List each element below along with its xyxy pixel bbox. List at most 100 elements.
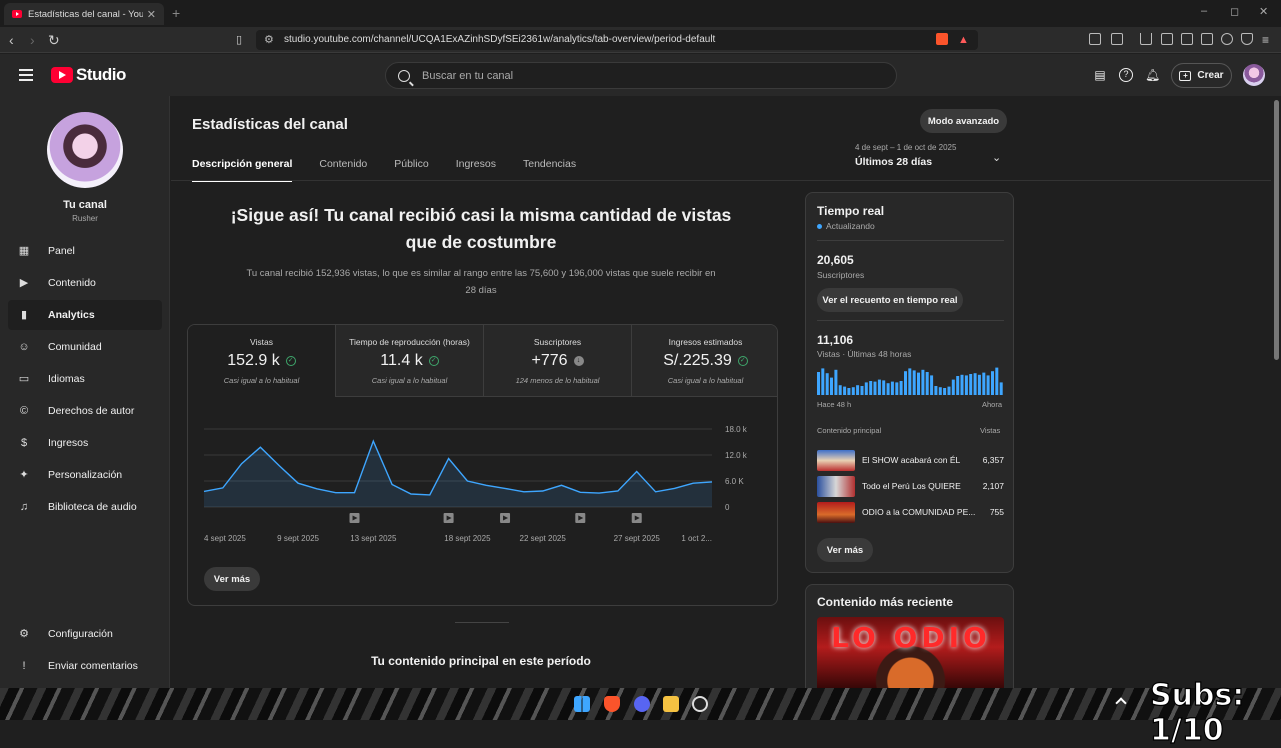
realtime-bar[interactable]	[977, 374, 981, 395]
realtime-bar[interactable]	[869, 381, 873, 395]
realtime-bar[interactable]	[969, 374, 973, 395]
top-content-row[interactable]: Todo el Perú Los QUIERE 2,107	[817, 475, 1004, 497]
metric-subscribers[interactable]: Suscriptores +776 ↓ 124 menos de lo habit…	[484, 325, 632, 397]
realtime-see-more-button[interactable]: Ver más	[817, 538, 873, 562]
bookmark-icon[interactable]: ▯	[236, 34, 243, 46]
browser-tab[interactable]: Estadísticas del canal - YouTube ✕	[4, 3, 164, 25]
realtime-bar[interactable]	[930, 375, 934, 395]
file-explorer-icon[interactable]	[663, 696, 679, 712]
reload-icon[interactable]: ↻	[48, 32, 60, 48]
media-icon[interactable]	[1161, 33, 1173, 45]
chart-series-line[interactable]	[203, 439, 713, 496]
realtime-bar[interactable]	[860, 386, 864, 395]
realtime-bar[interactable]	[882, 380, 886, 395]
sidebar-item-idiomas[interactable]: ▭ Idiomas	[8, 364, 162, 394]
menu-icon[interactable]: ≡	[1262, 33, 1270, 47]
realtime-bar[interactable]	[956, 376, 960, 395]
realtime-bar[interactable]	[917, 372, 920, 395]
realtime-bar[interactable]	[834, 369, 838, 395]
tab-descripcion-general[interactable]: Descripción general	[192, 158, 293, 182]
sidebar-item-personalizacion[interactable]: ✦ Personalización	[8, 460, 162, 490]
sidebar-item-configuracion[interactable]: ⚙ Configuración	[8, 619, 162, 649]
realtime-bar[interactable]	[864, 382, 868, 395]
metric-watch-time[interactable]: Tiempo de reproducción (horas) 11.4 k ✓ C…	[336, 325, 484, 397]
realtime-bar[interactable]	[895, 382, 899, 395]
realtime-bar[interactable]	[943, 388, 947, 395]
realtime-bar[interactable]	[912, 370, 916, 395]
tab-publico[interactable]: Público	[394, 158, 429, 170]
brave-browser-icon[interactable]	[604, 696, 620, 712]
top-content-row[interactable]: El SHOW acabará con ÉL 6,357	[817, 449, 1004, 471]
ai-icon[interactable]	[1221, 33, 1233, 45]
realtime-bar[interactable]	[843, 386, 847, 395]
realtime-bar[interactable]	[986, 375, 990, 395]
site-info-icon[interactable]: ⚙	[264, 34, 274, 46]
realtime-bar[interactable]	[908, 368, 912, 395]
realtime-bar[interactable]	[838, 385, 842, 395]
realtime-bar[interactable]	[973, 373, 977, 395]
period-selector[interactable]: 4 de sept – 1 de oct de 2025 Últimos 28 …	[855, 143, 1001, 168]
sidebar-item-derechos[interactable]: © Derechos de autor	[8, 396, 162, 426]
realtime-bar[interactable]	[904, 371, 907, 395]
realtime-bar[interactable]	[899, 381, 903, 395]
notifications-icon[interactable]: 🔔︎	[1145, 68, 1161, 82]
studio-logo[interactable]: Studio	[51, 65, 126, 85]
sidebar-item-audio[interactable]: ♫ Biblioteca de audio	[8, 492, 162, 522]
forward-icon[interactable]: ›	[30, 32, 35, 48]
top-content-row[interactable]: ODIO a la COMUNIDAD PE... 755	[817, 501, 1004, 523]
sidebar-item-analytics[interactable]: ▮ Analytics	[8, 300, 162, 330]
help-icon[interactable]: ?	[1119, 68, 1133, 82]
minimize-icon[interactable]: –	[1201, 5, 1208, 17]
realtime-bar[interactable]	[947, 386, 951, 395]
account-avatar[interactable]	[1243, 64, 1265, 86]
extensions-icon[interactable]	[1089, 33, 1101, 45]
tab-tendencias[interactable]: Tendencias	[522, 158, 577, 170]
realtime-bar[interactable]	[991, 371, 994, 395]
vpn-icon[interactable]	[1241, 33, 1253, 45]
url-field[interactable]: ⚙ studio.youtube.com/channel/UCQA1ExAZin…	[256, 30, 978, 50]
scrollbar[interactable]	[1274, 100, 1279, 360]
realtime-bar[interactable]	[890, 381, 894, 395]
sidebar-item-ingresos[interactable]: $ Ingresos	[8, 428, 162, 458]
tab-contenido[interactable]: Contenido	[319, 158, 368, 170]
realtime-bar[interactable]	[921, 369, 925, 395]
hamburger-icon[interactable]	[19, 69, 33, 84]
recent-video-thumbnail[interactable]: LO ODIO	[817, 617, 1004, 692]
realtime-bar[interactable]	[821, 368, 825, 395]
create-button[interactable]: + Crear	[1171, 63, 1232, 88]
realtime-bar[interactable]	[877, 379, 881, 395]
sidebar-item-contenido[interactable]: ▶ Contenido	[8, 268, 162, 298]
realtime-count-button[interactable]: Ver el recuento en tiempo real	[817, 288, 963, 312]
realtime-bar[interactable]	[951, 379, 955, 395]
windows-start-icon[interactable]	[574, 696, 590, 712]
brave-rewards-icon[interactable]: ▲	[958, 34, 969, 46]
window-close-icon[interactable]: ✕	[1259, 6, 1269, 18]
tab-ingresos[interactable]: Ingresos	[455, 158, 496, 170]
realtime-bar[interactable]	[938, 387, 942, 395]
realtime-bar[interactable]	[982, 372, 986, 395]
realtime-bar[interactable]	[856, 385, 860, 395]
tab-close-icon[interactable]: ✕	[146, 8, 156, 21]
realtime-bar[interactable]	[817, 372, 820, 395]
wallet-icon[interactable]	[1201, 33, 1213, 45]
downloads-icon[interactable]	[1140, 33, 1152, 45]
realtime-bar[interactable]	[873, 381, 877, 395]
sidebar-icon[interactable]	[1181, 33, 1193, 45]
maximize-icon[interactable]: ◻	[1230, 6, 1240, 18]
obs-icon[interactable]	[692, 696, 708, 712]
tray-expand-icon[interactable]	[1115, 697, 1127, 709]
sidebar-item-comunidad[interactable]: ☺ Comunidad	[8, 332, 162, 362]
see-more-button[interactable]: Ver más	[204, 567, 260, 591]
realtime-bar[interactable]	[925, 372, 929, 395]
sidebar-item-feedback[interactable]: ! Enviar comentarios	[8, 651, 162, 681]
realtime-bar[interactable]	[964, 375, 968, 395]
sidebar-item-panel[interactable]: ▦ Panel	[8, 236, 162, 266]
brave-shield-icon[interactable]	[936, 33, 948, 45]
metric-revenue[interactable]: Ingresos estimados S/.225.39 ✓ Casi igual…	[632, 325, 777, 397]
realtime-bar[interactable]	[830, 377, 833, 395]
back-icon[interactable]: ‹	[9, 32, 14, 48]
new-tab-button[interactable]: +	[172, 5, 181, 21]
discord-icon[interactable]	[634, 696, 650, 712]
captions-icon[interactable]: ▤	[1094, 68, 1106, 82]
realtime-bar[interactable]	[847, 388, 851, 395]
